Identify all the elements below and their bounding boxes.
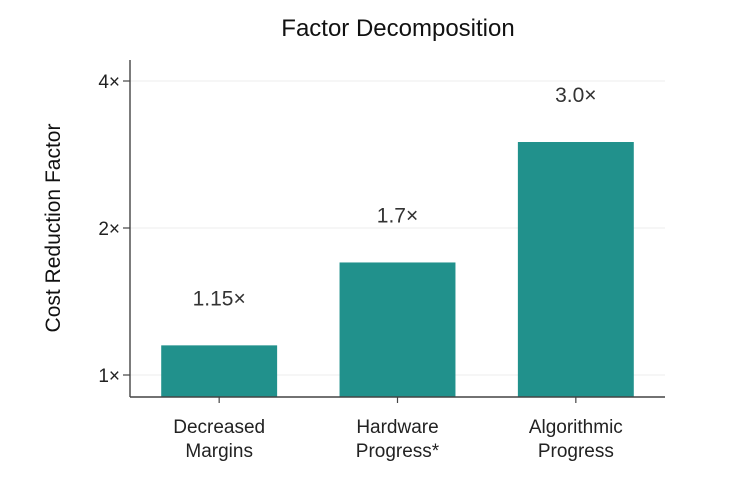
x-tick-label: Hardware bbox=[356, 417, 438, 438]
bar bbox=[161, 345, 278, 397]
bar bbox=[517, 142, 634, 397]
bar-value-label: 1.15× bbox=[193, 287, 246, 310]
x-tick-label: Decreased bbox=[173, 417, 265, 438]
x-tick-label: Progress* bbox=[356, 441, 440, 462]
y-axis-label: Cost Reduction Factor bbox=[42, 124, 65, 333]
y-tick-label: 2× bbox=[98, 219, 120, 240]
chart-title: Factor Decomposition bbox=[281, 15, 514, 42]
bar-value-label: 1.7× bbox=[377, 204, 418, 227]
y-tick-label: 4× bbox=[98, 72, 120, 93]
bar-value-label: 3.0× bbox=[555, 84, 596, 107]
y-tick-label: 1× bbox=[98, 366, 120, 387]
x-tick-label: Margins bbox=[185, 441, 253, 462]
x-tick-label: Algorithmic bbox=[529, 417, 623, 438]
bar bbox=[339, 262, 456, 397]
x-tick-label: Progress bbox=[538, 441, 614, 462]
